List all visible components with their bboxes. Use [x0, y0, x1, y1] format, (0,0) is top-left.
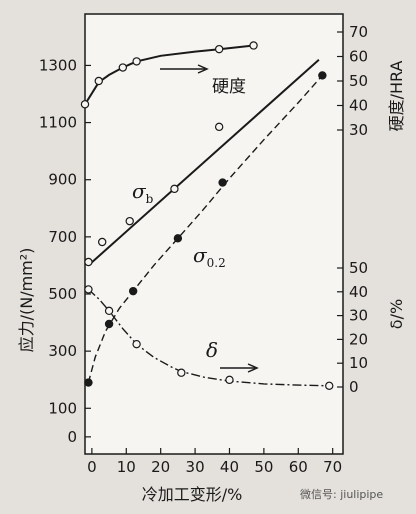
y-left-tick-label: 500 [48, 285, 77, 303]
y-right-hardness-tick-label: 70 [349, 23, 368, 41]
x-tick-label: 40 [220, 458, 239, 476]
arrow-delta-head [247, 363, 259, 373]
y-left-tick-label: 900 [48, 171, 77, 189]
arrow-hardness-head [197, 64, 209, 74]
y-right-delta-tick-label: 30 [349, 307, 368, 325]
data-point-series-1 [84, 257, 93, 267]
plot-frame [84, 13, 344, 455]
data-point-series-0 [214, 44, 224, 54]
data-point-series-2 [318, 71, 327, 80]
x-tick-label: 20 [151, 458, 170, 476]
y-right-hardness-tick-label: 50 [349, 72, 368, 90]
y-right-hardness-tick-label: 40 [349, 97, 368, 115]
data-point-series-2 [84, 378, 93, 387]
data-point-series-3 [225, 375, 234, 385]
series-line-1 [87, 58, 320, 267]
data-point-series-2 [173, 234, 183, 243]
series-layer [80, 41, 334, 391]
data-point-series-0 [132, 57, 141, 66]
annotation-sigma-02: σ0.2 [193, 243, 226, 270]
y-right-delta-tick-label: 40 [349, 283, 368, 301]
sigma-b-subscript: b [146, 192, 154, 206]
data-point-series-0 [80, 100, 90, 109]
data-point-series-1 [170, 184, 179, 194]
data-point-series-3 [132, 339, 141, 349]
y-right-delta-tick-label: 10 [349, 354, 368, 372]
x-tick-label: 50 [254, 458, 273, 476]
y-right-hardness-tick-label: 30 [349, 121, 368, 139]
y-left-tick-label: 1100 [39, 114, 77, 132]
sigma-b-symbol: σ [132, 179, 147, 203]
x-tick-label: 30 [186, 458, 205, 476]
data-point-series-3 [325, 381, 334, 391]
data-point-series-2 [104, 319, 114, 329]
x-tick-label: 60 [289, 458, 308, 476]
sigma-02-subscript: 0.2 [207, 256, 226, 270]
y-axis-right-delta-title: δ/% [387, 299, 406, 329]
y-right-delta-tick-label: 50 [349, 259, 368, 277]
x-tick-label: 70 [323, 458, 342, 476]
data-point-series-3 [84, 285, 93, 294]
y-left-tick-label: 700 [48, 228, 77, 246]
data-point-series-1 [97, 237, 107, 247]
y-left-tick-label: 0 [67, 428, 77, 446]
sigma-02-symbol: σ [193, 243, 208, 267]
x-axis-title: 冷加工变形/% [142, 485, 243, 504]
ticks-layer: 0 10 20 30 40 50 60 700100300500700900110013003… [39, 23, 368, 476]
y-axis-right-hardness-title: 硬度/HRA [387, 61, 406, 132]
x-tick-label: 0 [87, 458, 97, 476]
series-line-0 [84, 44, 254, 105]
data-point-series-2 [218, 178, 227, 187]
data-point-series-1 [125, 216, 134, 226]
data-point-series-2 [128, 286, 138, 296]
series-line-2 [87, 74, 323, 383]
y-left-tick-label: 100 [48, 399, 77, 417]
y-axis-left-title: 应力/(N/mm²) [17, 248, 36, 353]
y-right-delta-tick-label: 0 [349, 378, 359, 396]
data-point-series-1 [214, 122, 224, 132]
y-right-delta-tick-label: 20 [349, 330, 368, 348]
data-point-series-3 [177, 368, 186, 377]
data-point-series-0 [118, 63, 128, 72]
y-left-tick-label: 300 [48, 342, 77, 360]
annotation-hardness: 硬度 [212, 77, 246, 97]
data-point-series-0 [94, 76, 103, 86]
y-right-hardness-tick-label: 60 [349, 48, 368, 66]
watermark: 微信号: jiulipipe [300, 488, 384, 501]
annotation-delta: δ [206, 338, 218, 362]
annotation-sigma-b: σb [132, 179, 154, 206]
data-point-series-0 [249, 41, 258, 50]
x-tick-label: 10 [117, 458, 136, 476]
data-point-series-3 [104, 306, 114, 316]
y-left-tick-label: 1300 [39, 56, 77, 74]
